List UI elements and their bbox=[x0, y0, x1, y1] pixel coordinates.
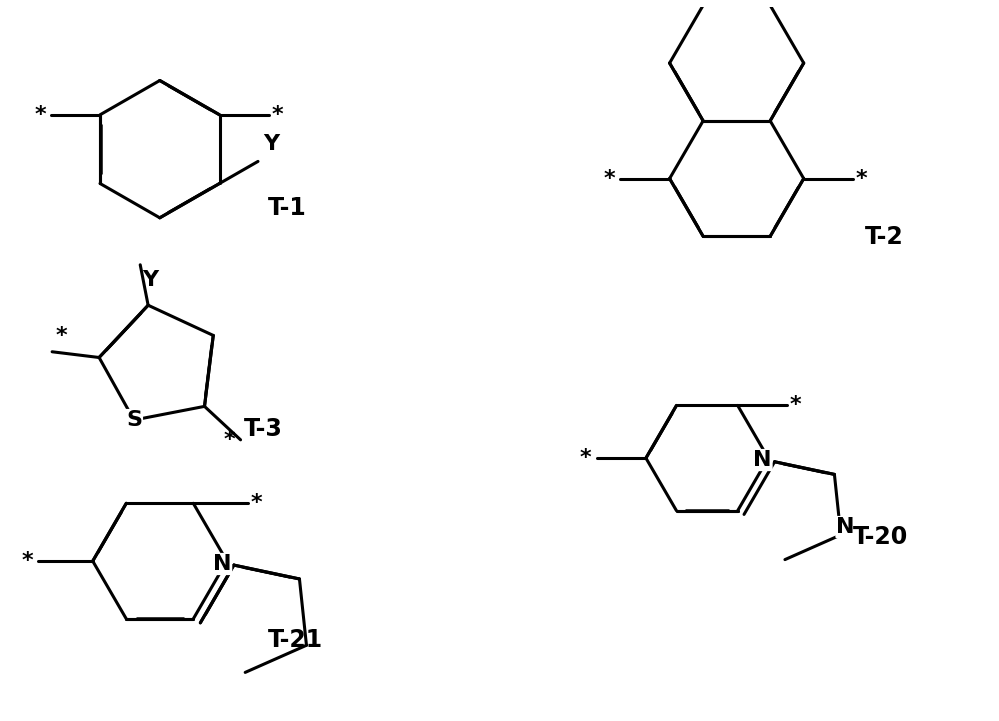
Text: *: * bbox=[224, 430, 236, 450]
Text: *: * bbox=[34, 105, 46, 125]
Text: *: * bbox=[56, 326, 68, 346]
Text: N: N bbox=[753, 450, 771, 470]
Text: *: * bbox=[603, 169, 615, 189]
Text: *: * bbox=[856, 169, 867, 189]
Text: *: * bbox=[22, 551, 34, 571]
Text: *: * bbox=[580, 448, 591, 468]
Text: T-1: T-1 bbox=[269, 196, 307, 220]
Text: T-3: T-3 bbox=[244, 417, 283, 441]
Text: S: S bbox=[126, 410, 142, 430]
Text: N: N bbox=[213, 554, 231, 574]
Text: T-21: T-21 bbox=[269, 627, 324, 652]
Text: *: * bbox=[272, 105, 284, 125]
Text: T-2: T-2 bbox=[865, 226, 904, 249]
Text: *: * bbox=[251, 493, 262, 513]
Text: *: * bbox=[790, 395, 801, 415]
Text: N: N bbox=[836, 517, 855, 537]
Text: Y: Y bbox=[263, 133, 279, 154]
Text: T-20: T-20 bbox=[853, 525, 908, 549]
Text: Y: Y bbox=[142, 270, 158, 290]
